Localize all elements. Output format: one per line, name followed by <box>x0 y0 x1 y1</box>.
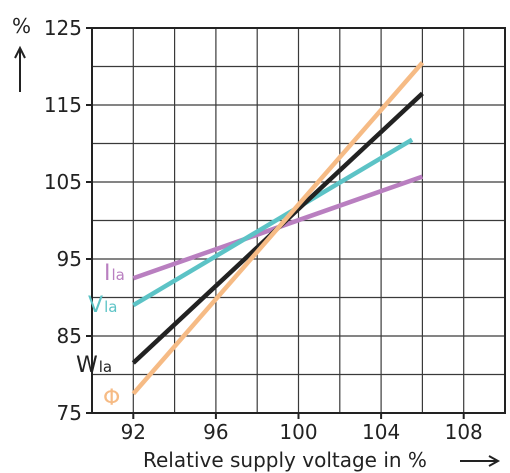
x-tick-label: 92 <box>121 420 146 444</box>
series-lines <box>131 61 425 396</box>
y-tick-label: 85 <box>57 324 82 348</box>
series-label: Φ <box>103 386 120 411</box>
x-axis-arrow <box>460 455 501 467</box>
x-axis-title: Relative supply voltage in % <box>143 448 427 472</box>
y-tick-label: 115 <box>44 93 82 117</box>
y-tick-label: 125 <box>44 16 82 40</box>
y-axis-arrow <box>14 45 26 92</box>
y-axis-ticks: 75 85 95 105 115 125 <box>44 16 92 425</box>
series-label: Ila <box>104 261 125 286</box>
series-label: Vla <box>88 293 117 318</box>
x-axis-ticks: 92 96 100 104 108 <box>121 413 483 444</box>
series-label: Wla <box>76 353 112 378</box>
y-tick-label: 95 <box>57 247 82 271</box>
y-tick-label: 105 <box>44 170 82 194</box>
x-tick-label: 108 <box>445 420 483 444</box>
x-tick-label: 104 <box>362 420 400 444</box>
x-tick-label: 96 <box>203 420 228 444</box>
y-tick-label: 75 <box>57 401 82 425</box>
series-labels: Ila Vla Wla Φ <box>76 261 125 411</box>
x-tick-label: 100 <box>279 420 317 444</box>
series-line <box>131 61 425 396</box>
y-axis-unit: % <box>12 14 31 38</box>
series-line <box>132 137 414 308</box>
